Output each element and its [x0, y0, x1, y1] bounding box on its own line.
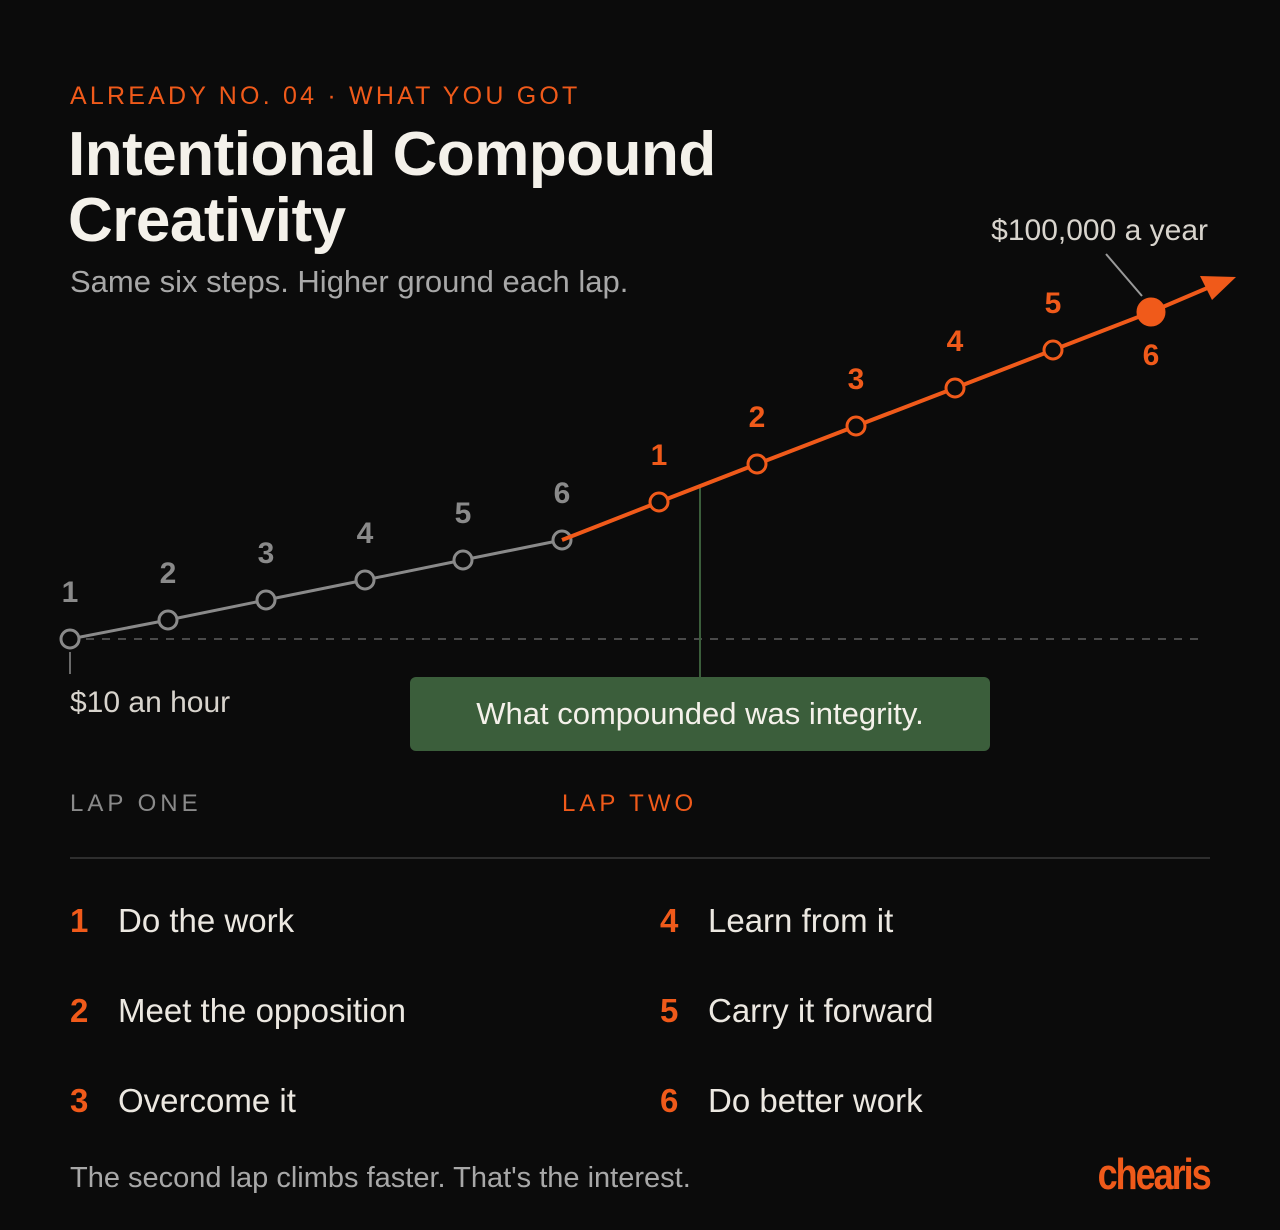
end-label-leader [1105, 253, 1143, 297]
lap-two-point-label: 4 [947, 325, 964, 358]
lap-one-point-label: 1 [62, 576, 79, 609]
lap-two-point-label: 1 [651, 439, 668, 472]
step-item: 3 Overcome it [70, 1082, 296, 1120]
lap-two-point-label: 6 [1143, 339, 1160, 372]
lap-one-point-label: 4 [357, 517, 374, 550]
lap-two-final-point [1136, 297, 1166, 327]
step-number: 5 [660, 992, 679, 1029]
step-item: 5 Carry it forward [660, 992, 934, 1030]
lap-one-point [59, 628, 81, 650]
lap-two-line [561, 284, 1213, 542]
lap-one-line [69, 538, 563, 641]
lap-one-series: 1 2 3 4 5 6 [59, 477, 573, 650]
lap-two-point [746, 453, 768, 475]
page-title: Intentional Compound Creativity [68, 120, 716, 255]
step-label: Meet the opposition [118, 992, 407, 1029]
lap-two-label: LAP TWO [562, 790, 698, 817]
step-item: 2 Meet the opposition [70, 992, 406, 1030]
lap-one-point [157, 609, 179, 631]
footer-note: The second lap climbs faster. That's the… [70, 1162, 691, 1194]
step-item: 1 Do the work [70, 902, 294, 940]
arrow-head-icon [1200, 276, 1236, 300]
lap-one-label: LAP ONE [70, 790, 202, 817]
lap-one-point [452, 549, 474, 571]
subtitle: Same six steps. Higher ground each lap. [70, 264, 629, 299]
start-label: $10 an hour [70, 686, 230, 719]
brand-logo: chearis [1097, 1150, 1212, 1199]
step-item: 6 Do better work [660, 1082, 923, 1120]
kicker: ALREADY NO. 04 · WHAT YOU GOT [70, 82, 581, 110]
divider [70, 857, 1210, 859]
lap-one-point-label: 2 [160, 557, 177, 590]
lap-two-point [845, 415, 867, 437]
lap-two-point [1042, 339, 1064, 361]
end-label: $100,000 a year [991, 214, 1208, 247]
step-number: 2 [70, 992, 89, 1029]
step-label: Do the work [118, 902, 295, 939]
step-label: Do better work [708, 1082, 923, 1119]
step-number: 1 [70, 902, 89, 939]
lap-two-point-label: 2 [749, 401, 766, 434]
step-label: Overcome it [118, 1082, 296, 1119]
step-label: Carry it forward [708, 992, 934, 1029]
lap-two-point-label: 5 [1045, 287, 1062, 320]
lap-one-point-label: 3 [258, 537, 275, 570]
lap-one-point-label: 5 [455, 497, 472, 530]
callout-box: What compounded was integrity. [410, 677, 990, 751]
compound-diagram: 1 2 3 4 5 6 1 2 3 4 5 6 $10 an hour $100,000 a yea… [59, 214, 1236, 719]
step-item: 4 Learn from it [660, 902, 893, 940]
step-number: 4 [660, 902, 679, 939]
step-number: 6 [660, 1082, 679, 1119]
lap-two-point [944, 377, 966, 399]
step-number: 3 [70, 1082, 89, 1119]
lap-one-point [255, 589, 277, 611]
lap-two-point [648, 491, 670, 513]
lap-two-series: 1 2 3 4 5 6 [561, 276, 1236, 542]
lap-one-point [354, 569, 376, 591]
lap-one-point-label: 6 [554, 477, 571, 510]
lap-two-point-label: 3 [848, 363, 865, 396]
step-label: Learn from it [708, 902, 894, 939]
